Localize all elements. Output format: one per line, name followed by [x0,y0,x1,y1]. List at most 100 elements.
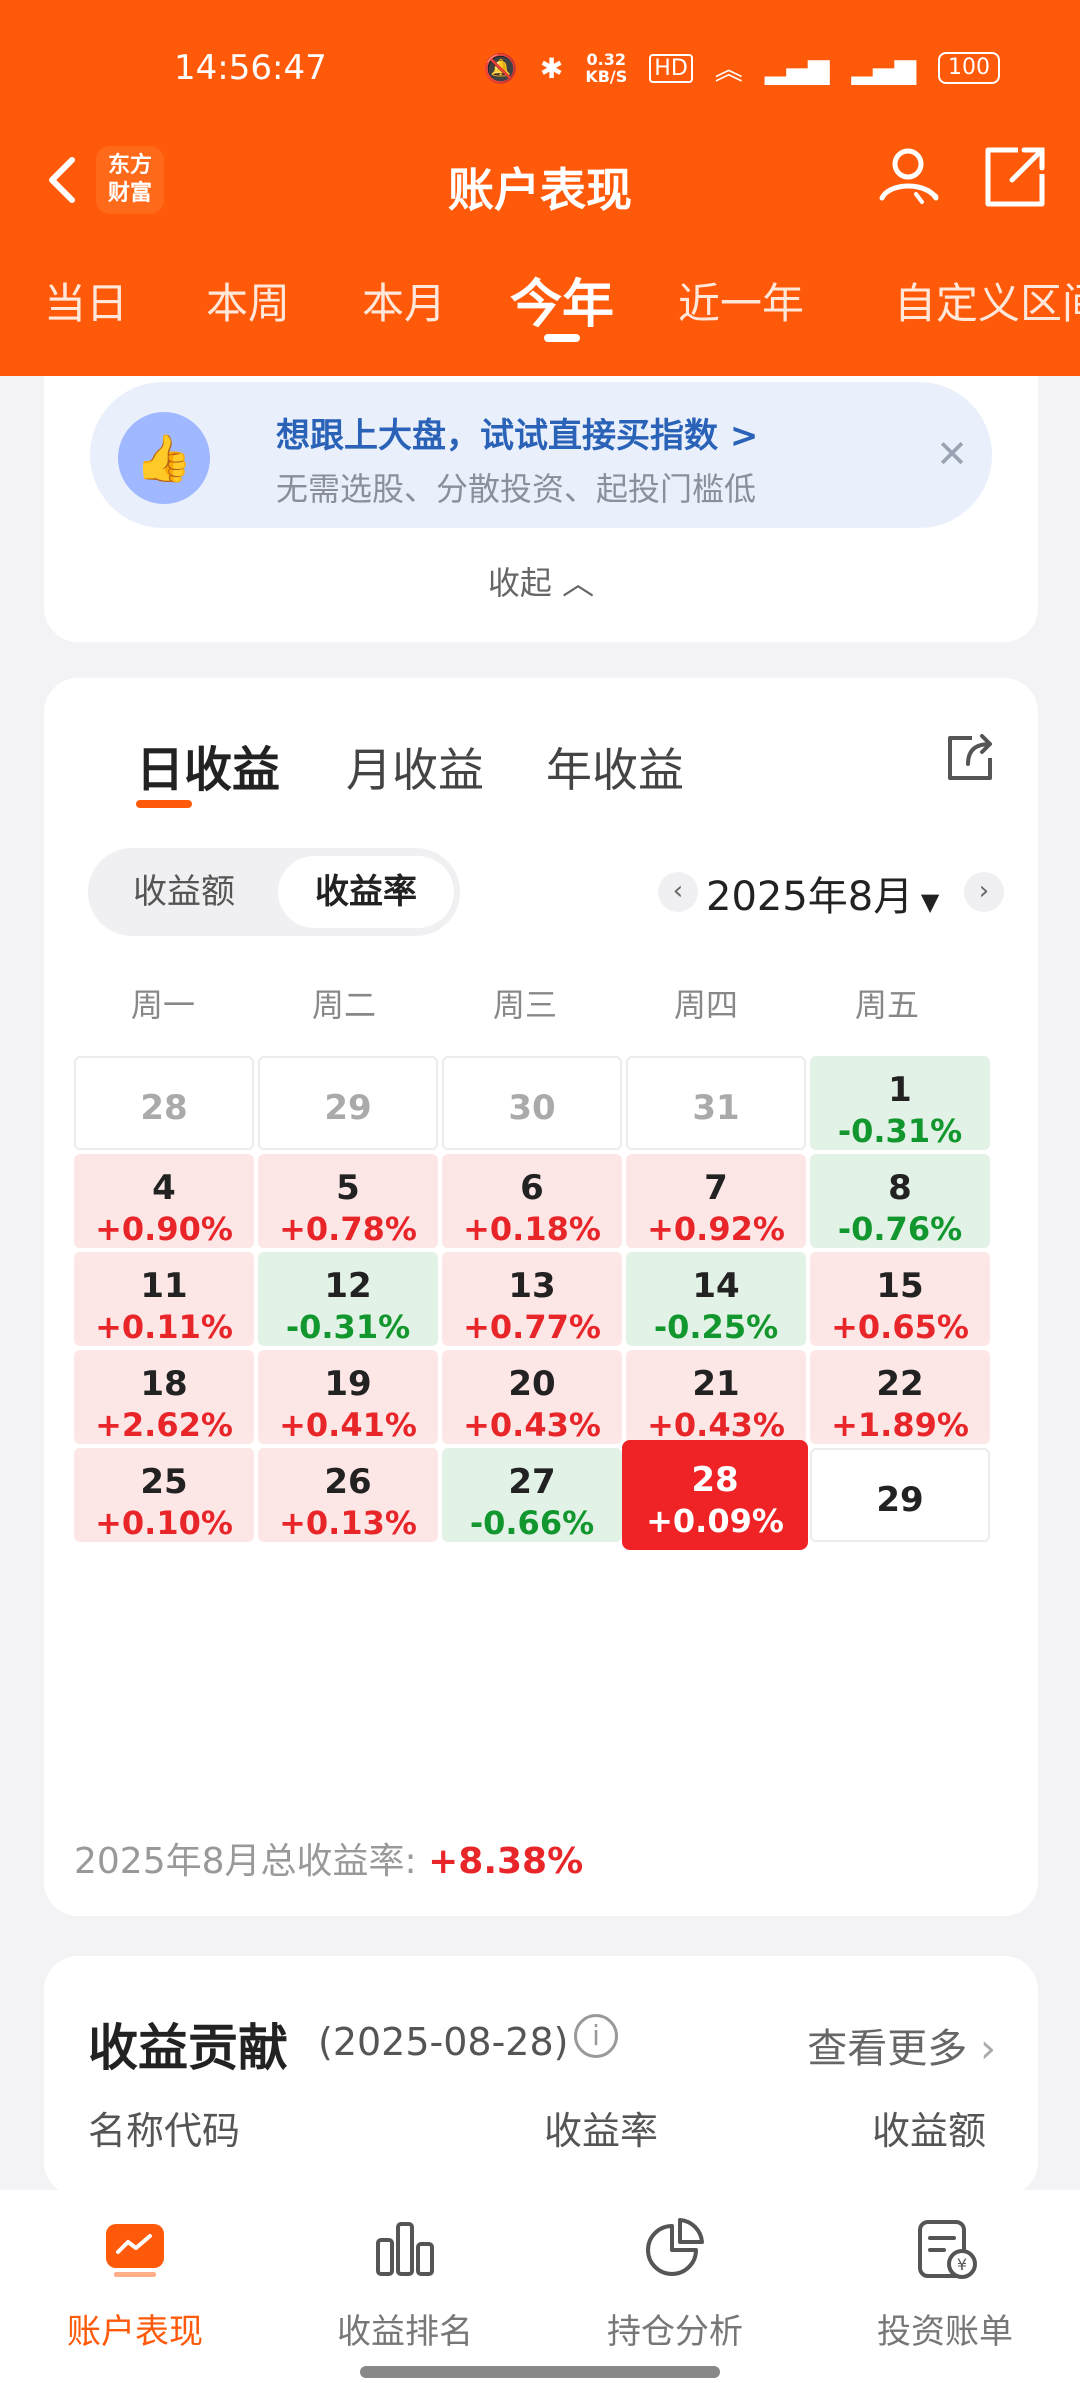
calendar-day-rate: -0.31% [285,1308,411,1346]
calendar-day-cell[interactable]: 28 +0.09% [622,1440,808,1550]
tab-today[interactable]: 当日 [44,279,129,328]
prev-month-icon[interactable]: ‹ [658,872,698,912]
calendar-day-number: 12 [324,1266,372,1306]
index-fund-banner[interactable]: 👍 想跟上大盘，试试直接买指数 > 无需选股、分散投资、起投门槛低 ✕ [90,382,992,528]
calendar-day-rate: -0.76% [837,1210,963,1248]
calendar-day-cell: 29 [258,1056,438,1150]
monthly-total: 2025年8月总收益率: +8.38% [74,1832,583,1884]
calendar-day-number: 11 [140,1266,188,1306]
calendar-day-cell[interactable]: 13 +0.77% [442,1252,622,1346]
network-speed: 0.32 KB/S [585,50,628,86]
profit-calendar-card: 日收益 月收益 年收益 收益额 收益率 ‹ 2025年8月 ▼ › 周一 周二 … [44,678,1038,1916]
calendar-day-cell: 28 [74,1056,254,1150]
share-external-icon[interactable] [980,142,1050,212]
calendar-day-cell[interactable]: 25 +0.10% [74,1448,254,1542]
month-label: 2025年8月 [706,874,914,920]
calendar-day-cell[interactable]: 15 +0.65% [810,1252,990,1346]
calendar-day-rate: +0.11% [95,1308,233,1346]
calendar-day-cell[interactable]: 19 +0.41% [258,1350,438,1444]
collapse-button[interactable]: 收起 ︿ [44,558,1038,604]
calendar-day-number: 8 [888,1168,912,1208]
calendar-day-rate: +0.92% [647,1210,785,1248]
tab-custom-range[interactable]: 自定义区间 [894,279,1080,328]
calendar-day-rate: +0.10% [95,1504,233,1542]
calendar-day-number: 29 [324,1088,372,1128]
bar-chart-icon [376,2222,434,2276]
calendar-day-cell[interactable]: 20 +0.43% [442,1350,622,1444]
tab-yearly-profit[interactable]: 年收益 [546,743,684,797]
calendar-day-number: 18 [140,1364,188,1404]
battery-icon: 100 [938,52,1000,84]
period-tabs: 当日 本周 本月 今年 近一年 自定义区间 [0,256,1080,376]
bill-icon: ¥ [918,2220,977,2279]
nav-holding-analysis[interactable]: 持仓分析 [540,2214,810,2353]
column-amount: 收益额 [872,2109,987,2153]
nav-investment-bill[interactable]: ¥ 投资账单 [810,2214,1080,2353]
calendar-day-cell[interactable]: 26 +0.13% [258,1448,438,1542]
toggle-rate[interactable]: 收益率 [278,856,454,928]
calendar-day-cell[interactable]: 22 +1.89% [810,1350,990,1444]
calendar-day-number: 14 [692,1266,740,1306]
hide-amount-eye-icon[interactable] [876,142,946,212]
calendar-day-number: 29 [876,1480,924,1520]
tab-this-year[interactable]: 今年 [510,275,615,335]
amount-rate-toggle: 收益额 收益率 [88,848,460,936]
calendar-day-number: 20 [508,1364,556,1404]
calendar-day-rate: +1.89% [831,1406,969,1444]
account-performance-icon [106,2224,164,2277]
nav-label: 投资账单 [877,2312,1013,2352]
share-icon[interactable] [942,730,998,786]
calendar-day-cell[interactable]: 5 +0.78% [258,1154,438,1248]
calendar-day-cell[interactable]: 1 -0.31% [810,1056,990,1150]
view-more-link[interactable]: 查看更多 › [807,2016,996,2074]
hd-icon: HD [649,53,693,83]
calendar-day-cell[interactable]: 12 -0.31% [258,1252,438,1346]
calendar-day-rate: +0.41% [279,1406,417,1444]
tab-monthly-profit[interactable]: 月收益 [346,743,484,797]
weekday-fri: 周五 [854,986,919,1024]
nav-label: 持仓分析 [607,2312,743,2352]
calendar-day-number: 31 [692,1088,740,1128]
calendar-day-cell[interactable]: 8 -0.76% [810,1154,990,1248]
calendar-day-cell: 29 [810,1448,990,1542]
calendar-day-cell[interactable]: 6 +0.18% [442,1154,622,1248]
pie-chart-icon [646,2218,704,2276]
calendar-day-cell[interactable]: 14 -0.25% [626,1252,806,1346]
calendar-day-cell[interactable]: 4 +0.90% [74,1154,254,1248]
calendar-day-number: 27 [508,1462,556,1502]
calendar-day-cell[interactable]: 21 +0.43% [626,1350,806,1444]
nav-bar: 东方 财富 账户表现 [0,136,1080,256]
status-time: 14:56:47 [174,48,327,88]
collapse-label: 收起 [487,564,552,602]
month-selector[interactable]: 2025年8月 ▼ [706,864,939,922]
tab-last-year[interactable]: 近一年 [678,279,805,328]
nav-profit-ranking[interactable]: 收益排名 [270,2214,540,2353]
calendar-day-cell[interactable]: 27 -0.66% [442,1448,622,1542]
nav-account-performance[interactable]: 账户表现 [0,2214,270,2353]
calendar-day-number: 28 [140,1088,188,1128]
calendar-day-number: 28 [691,1460,739,1500]
calendar-day-cell[interactable]: 11 +0.11% [74,1252,254,1346]
close-icon[interactable]: ✕ [936,432,968,476]
next-month-icon[interactable]: › [964,872,1004,912]
calendar-day-rate: +0.78% [279,1210,417,1248]
calendar-day-cell[interactable]: 7 +0.92% [626,1154,806,1248]
wifi-icon: ︽ [714,53,743,86]
calendar-day-rate: +0.65% [831,1308,969,1346]
toggle-amount[interactable]: 收益额 [133,872,235,912]
tab-this-week[interactable]: 本周 [206,279,291,328]
tab-daily-profit[interactable]: 日收益 [136,742,281,798]
home-indicator [360,2366,720,2378]
signal-5g-icon: ▂▄▆ [764,51,830,85]
bottom-nav: 账户表现 收益排名 持仓分析 ¥ 投资账单 [0,2190,1080,2400]
calendar-day-cell[interactable]: 18 +2.62% [74,1350,254,1444]
weekday-wed: 周三 [492,986,557,1024]
column-rate: 收益率 [544,2109,659,2153]
calendar-day-cell: 31 [626,1056,806,1150]
calendar-day-rate: +0.13% [279,1504,417,1542]
tab-this-month[interactable]: 本月 [362,279,447,328]
info-icon[interactable]: i [574,2014,618,2058]
calendar-day-rate: +0.90% [95,1210,233,1248]
back-arrow-icon[interactable] [36,150,96,210]
thumbs-up-icon: 👍 [118,412,210,504]
